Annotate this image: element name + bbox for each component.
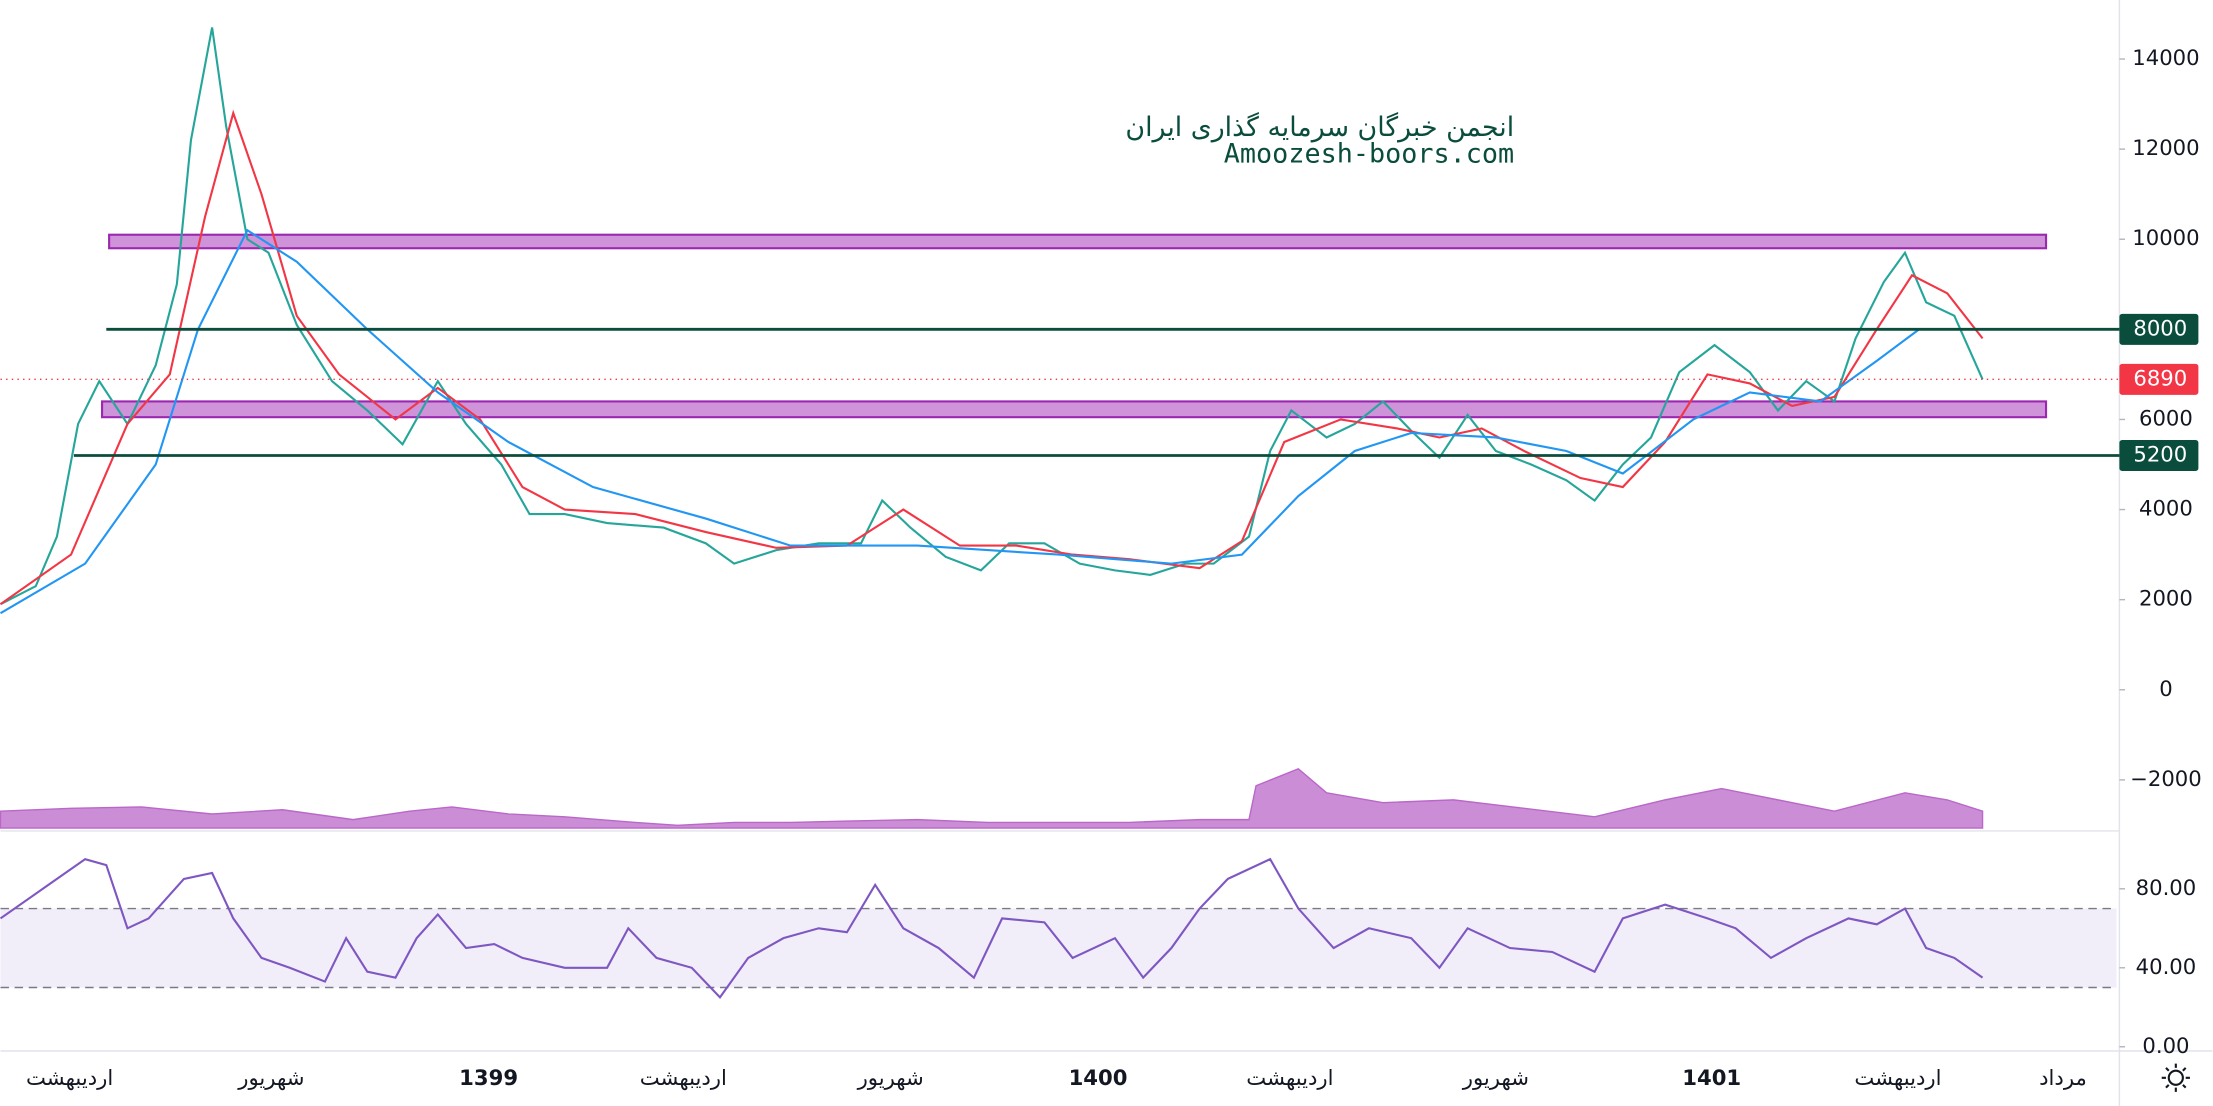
x-tick-label: اردیبهشت [640,1065,727,1090]
icon-core [2167,1069,2184,1086]
last-price-label: 6890 [2133,365,2187,390]
y-tick-label: 0.00 [2142,1033,2189,1058]
x-tick-label: اردیبهشت [26,1065,113,1090]
watermark-title: انجمن خبرگان سرمایه گذاری ایران [1125,111,1514,143]
y-tick-label: 0 [2159,676,2172,701]
x-tick-label: مرداد [2039,1065,2087,1090]
x-tick-label: اردیبهشت [1854,1065,1941,1090]
watermark-url: Amoozesh-boors.com [1224,139,1514,170]
volume-area [0,768,1984,829]
y-tick-label: 6000 [2139,405,2193,430]
x-tick-label: 1400 [1069,1065,1128,1090]
series-line [0,109,1984,606]
x-tick-label: شهریور [237,1065,304,1090]
x-tick-label: شهریور [857,1065,924,1090]
x-tick-label: 1401 [1682,1065,1741,1090]
x-tick-label: 1399 [459,1065,518,1090]
series-line [0,228,1983,615]
zone [108,233,2048,250]
y-tick-label: 12000 [2132,135,2199,160]
y-tick-label: 40.00 [2136,954,2197,979]
x-tick-label: اردیبهشت [1246,1065,1333,1090]
y-tick-label: 80.00 [2136,875,2197,900]
last-price-box [2119,363,2199,395]
series-line [0,857,1984,1000]
level-label: 8000 [2133,315,2187,340]
rsi-band-fill [0,908,2117,988]
y-tick-label: 2000 [2139,586,2193,611]
x-tick-label: شهریور [1462,1065,1529,1090]
y-tick-label: 14000 [2132,45,2199,70]
y-tick-label: 10000 [2132,225,2199,250]
y-tick-label: −2000 [2130,766,2202,791]
level-label-box [2119,439,2199,472]
level-label-box [2119,313,2199,345]
y-tick-label: 4000 [2139,496,2193,521]
zone [101,400,2048,419]
series-line [0,27,1984,606]
level-label: 5200 [2133,441,2187,466]
